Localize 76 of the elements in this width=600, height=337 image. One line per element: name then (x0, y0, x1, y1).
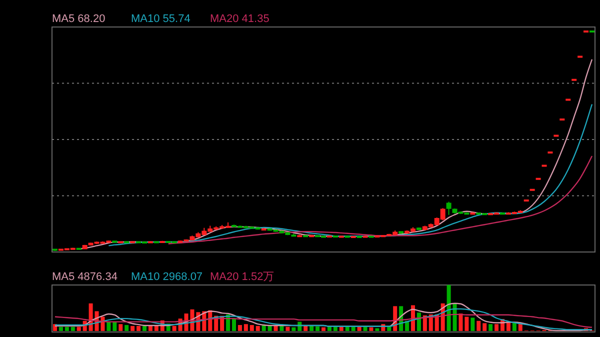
candlestick (76, 247, 82, 250)
bar (476, 320, 481, 331)
candlestick (416, 226, 422, 231)
bar (339, 326, 344, 331)
bar (316, 326, 320, 331)
bar (351, 326, 356, 331)
bar (357, 326, 362, 331)
candlestick (398, 230, 404, 234)
bar (238, 325, 242, 331)
bar (292, 327, 296, 331)
bar (416, 312, 421, 331)
bar (363, 326, 368, 331)
candlestick (303, 234, 308, 238)
bar (322, 327, 326, 331)
bar (506, 322, 510, 331)
candlestick (124, 240, 130, 244)
bar (64, 326, 69, 331)
bar (172, 326, 176, 331)
text: MA20 41.35 (210, 13, 270, 25)
candlestick (338, 235, 344, 238)
candlestick (154, 240, 159, 244)
bar (256, 326, 260, 331)
candlestick (148, 240, 153, 244)
candlestick (297, 234, 302, 238)
text: MA10 55.74 (131, 13, 190, 25)
candlestick (160, 240, 165, 244)
bar (76, 326, 81, 331)
bar (488, 324, 493, 331)
bar (327, 326, 332, 331)
candlestick (368, 235, 374, 238)
text: MA5 68.20 (52, 13, 106, 25)
candlestick (500, 212, 505, 215)
bar (70, 326, 75, 331)
bar (106, 322, 111, 331)
bar (345, 326, 350, 331)
bar (250, 325, 254, 331)
bar (112, 322, 117, 331)
bar (244, 324, 248, 331)
bar (482, 323, 487, 331)
bar (494, 324, 499, 331)
bar (452, 304, 457, 331)
bar (304, 326, 308, 331)
bar (458, 314, 463, 331)
bar (232, 319, 236, 331)
candlestick (130, 240, 136, 244)
candlestick (309, 234, 314, 238)
bar (375, 328, 380, 331)
candlestick (118, 240, 124, 244)
text: MA10 2968.07 (131, 271, 203, 283)
bar (470, 318, 475, 331)
bar (58, 326, 63, 331)
bar (387, 326, 392, 331)
candlestick (332, 235, 338, 238)
candlestick (470, 212, 476, 215)
bar (142, 326, 146, 331)
bar (446, 285, 451, 331)
candlestick (112, 240, 118, 244)
candlestick (344, 235, 350, 238)
bar (464, 316, 469, 331)
bar (286, 326, 290, 331)
bar (136, 326, 141, 331)
bar (118, 324, 123, 331)
candlestick (362, 235, 368, 238)
candlestick (326, 234, 332, 238)
bar (512, 322, 516, 331)
candlestick (261, 227, 266, 230)
text: MA20 1.52万 (210, 271, 274, 283)
candlestick (350, 235, 356, 238)
candlestick (52, 248, 58, 252)
bar (148, 326, 152, 331)
bar (154, 326, 158, 331)
bar (130, 326, 135, 331)
bar (268, 326, 272, 331)
text: MA5 4876.34 (52, 271, 118, 283)
bar (369, 327, 374, 331)
bar (124, 325, 129, 331)
